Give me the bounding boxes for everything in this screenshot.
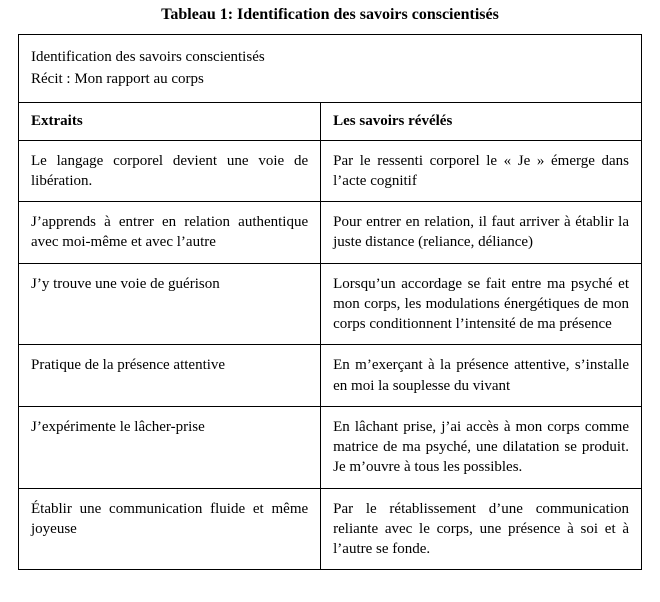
header-row: Extraits Les savoirs révélés — [19, 102, 642, 140]
savoir-cell: Par le rétablissement d’une communicatio… — [321, 488, 642, 570]
extrait-cell: Établir une communication fluide et même… — [19, 488, 321, 570]
table-row: Établir une communication fluide et même… — [19, 488, 642, 570]
savoir-cell: Lorsqu’un accordage se fait entre ma psy… — [321, 263, 642, 345]
extrait-cell: Pratique de la présence attentive — [19, 345, 321, 407]
savoir-cell: Par le ressenti corporel le « Je » émerg… — [321, 140, 642, 202]
table-caption: Tableau 1: Identification des savoirs co… — [18, 6, 642, 24]
intro-line-2: Récit : Mon rapport au corps — [31, 69, 629, 89]
savoir-cell: En lâchant prise, j’ai accès à mon corps… — [321, 406, 642, 488]
savoirs-table: Identification des savoirs conscientisés… — [18, 34, 642, 570]
savoir-cell: En m’exerçant à la présence attentive, s… — [321, 345, 642, 407]
table-row: J’expérimente le lâcher-prise En lâchant… — [19, 406, 642, 488]
table-row: J’y trouve une voie de guérison Lorsqu’u… — [19, 263, 642, 345]
header-savoirs: Les savoirs révélés — [321, 102, 642, 140]
intro-cell: Identification des savoirs conscientisés… — [19, 35, 642, 103]
table-row: J’apprends à entrer en relation authenti… — [19, 202, 642, 264]
table-row: Le langage corporel devient une voie de … — [19, 140, 642, 202]
header-extraits: Extraits — [19, 102, 321, 140]
extrait-cell: J’apprends à entrer en relation authenti… — [19, 202, 321, 264]
table-row: Pratique de la présence attentive En m’e… — [19, 345, 642, 407]
intro-line-1: Identification des savoirs conscientisés — [31, 47, 629, 67]
intro-row: Identification des savoirs conscientisés… — [19, 35, 642, 103]
extrait-cell: J’y trouve une voie de guérison — [19, 263, 321, 345]
savoir-cell: Pour entrer en relation, il faut arriver… — [321, 202, 642, 264]
extrait-cell: Le langage corporel devient une voie de … — [19, 140, 321, 202]
extrait-cell: J’expérimente le lâcher-prise — [19, 406, 321, 488]
